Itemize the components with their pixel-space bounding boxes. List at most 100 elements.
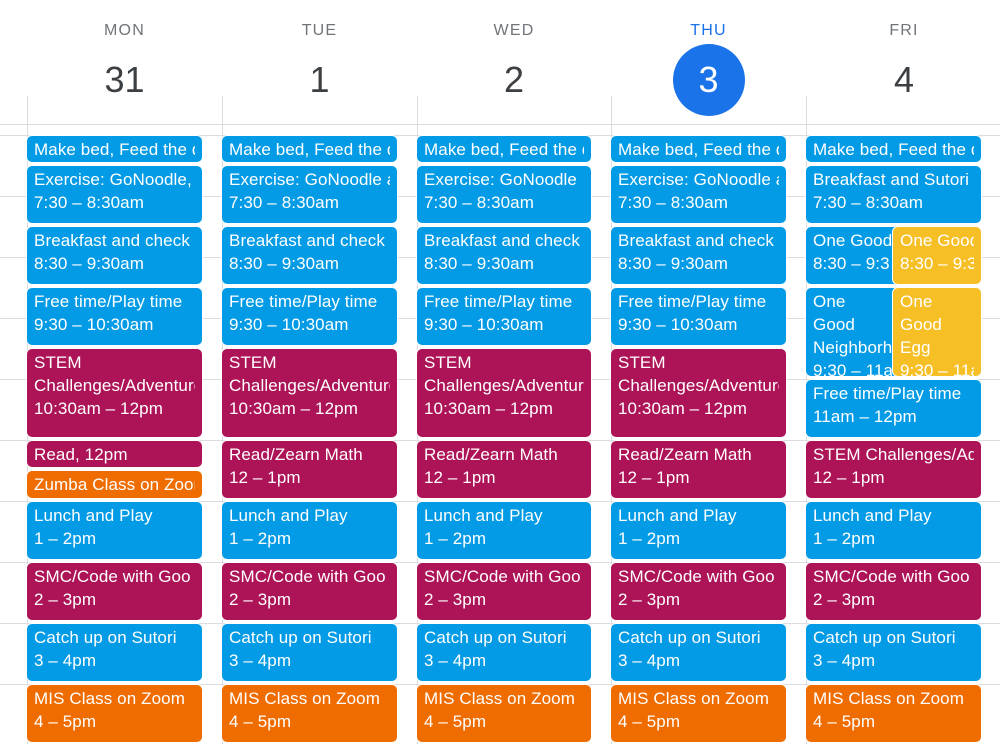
- event-smc-code[interactable]: SMC/Code with Goo 2 – 3pm: [416, 562, 592, 621]
- event-free-time[interactable]: Free time/Play time 11am – 12pm: [805, 379, 982, 438]
- event-lunch[interactable]: Lunch and Play 1 – 2pm: [221, 501, 398, 560]
- event-lunch[interactable]: Lunch and Play 1 – 2pm: [26, 501, 203, 560]
- event-time: 7:30 – 8:30am: [813, 193, 923, 212]
- event-smc-code[interactable]: SMC/Code with Goo 2 – 3pm: [610, 562, 787, 621]
- event-time: 3 – 4pm: [424, 651, 487, 670]
- event-zumba[interactable]: Zumba Class on Zoom: [26, 470, 203, 499]
- event-time: 9:30 – 10:30am: [424, 315, 544, 334]
- event-title: Free time/Play time: [618, 292, 767, 311]
- event-exercise[interactable]: Exercise: GoNoodle and 7:30 – 8:30am: [221, 165, 398, 224]
- event-catch-up[interactable]: Catch up on Sutori 3 – 4pm: [416, 623, 592, 682]
- day-header-thu[interactable]: THU 3: [611, 0, 806, 124]
- event-chores[interactable]: Make bed, Feed the dog: [221, 135, 398, 163]
- event-title: Lunch and Play: [618, 506, 737, 525]
- event-time: 3 – 4pm: [34, 651, 97, 670]
- day-header-fri[interactable]: FRI 4: [806, 0, 1000, 124]
- event-title: One Good: [813, 231, 892, 250]
- event-smc-code[interactable]: SMC/Code with Goo 2 – 3pm: [26, 562, 203, 621]
- event-chores[interactable]: Make bed, Feed the dog: [26, 135, 203, 163]
- event-read-zearn[interactable]: Read/Zearn Math 12 – 1pm: [610, 440, 787, 499]
- event-title: SMC/Code with Goo: [813, 567, 970, 586]
- event-time: 7:30 – 8:30am: [34, 193, 144, 212]
- event-stem[interactable]: STEM Challenges/Adventures 10:30am – 12p…: [221, 348, 398, 438]
- event-one-good-egg[interactable]: One Good Egg 9:30 – 11a: [892, 287, 982, 377]
- event-title: Lunch and Play: [813, 506, 932, 525]
- event-time: 2 – 3pm: [813, 590, 876, 609]
- event-free-time[interactable]: Free time/Play time 9:30 – 10:30am: [26, 287, 203, 346]
- event-free-time[interactable]: Free time/Play time 9:30 – 10:30am: [221, 287, 398, 346]
- event-read-zearn[interactable]: Read/Zearn Math 12 – 1pm: [221, 440, 398, 499]
- event-read[interactable]: Read, 12pm: [26, 440, 203, 468]
- event-time: 4 – 5pm: [618, 712, 681, 731]
- event-title: Free time/Play time: [229, 292, 378, 311]
- event-mis-class[interactable]: MIS Class on Zoom 4 – 5pm: [416, 684, 592, 743]
- event-exercise[interactable]: Exercise: GoNoodle, 7:30 – 8:30am: [26, 165, 203, 224]
- event-chores[interactable]: Make bed, Feed the dog: [805, 135, 982, 163]
- event-time: 1 – 2pm: [618, 529, 681, 548]
- today-day-number[interactable]: 3: [672, 44, 745, 116]
- event-breakfast[interactable]: Breakfast and check 8:30 – 9:30am: [26, 226, 203, 285]
- event-time: 9:30 – 10:30am: [229, 315, 349, 334]
- event-time: 10:30am – 12pm: [34, 399, 163, 418]
- event-time: 12 – 1pm: [229, 468, 301, 487]
- event-free-time[interactable]: Free time/Play time 9:30 – 10:30am: [610, 287, 787, 346]
- event-mis-class[interactable]: MIS Class on Zoom 4 – 5pm: [221, 684, 398, 743]
- event-breakfast[interactable]: Breakfast and check 8:30 – 9:30am: [610, 226, 787, 285]
- event-title: One Good: [900, 231, 974, 250]
- day-header-mon[interactable]: MON 31: [27, 0, 222, 124]
- day-header-wed[interactable]: WED 2: [417, 0, 611, 124]
- event-time: 9:30 – 11a: [900, 361, 974, 377]
- event-mis-class[interactable]: MIS Class on Zoom 4 – 5pm: [805, 684, 982, 743]
- event-time: 4 – 5pm: [34, 712, 97, 731]
- event-title: Free time/Play time: [424, 292, 573, 311]
- event-time: 4 – 5pm: [229, 712, 292, 731]
- event-title: Lunch and Play: [34, 506, 153, 525]
- event-lunch[interactable]: Lunch and Play 1 – 2pm: [416, 501, 592, 560]
- event-smc-code[interactable]: SMC/Code with Goo 2 – 3pm: [221, 562, 398, 621]
- event-stem[interactable]: STEM Challenges/Adventures 10:30am – 12p…: [26, 348, 203, 438]
- event-time: 10:30am – 12pm: [229, 399, 358, 418]
- event-lunch[interactable]: Lunch and Play 1 – 2pm: [805, 501, 982, 560]
- event-catch-up[interactable]: Catch up on Sutori 3 – 4pm: [610, 623, 787, 682]
- event-title: Lunch and Play: [424, 506, 543, 525]
- event-one-good-b[interactable]: One Good 8:30 – 9:3: [892, 226, 982, 285]
- event-time: 3 – 4pm: [813, 651, 876, 670]
- event-catch-up[interactable]: Catch up on Sutori 3 – 4pm: [26, 623, 203, 682]
- event-title: MIS Class on Zoom: [424, 689, 575, 708]
- event-breakfast-sutori[interactable]: Breakfast and Sutori 7:30 – 8:30am: [805, 165, 982, 224]
- event-chores[interactable]: Make bed, Feed the dog: [416, 135, 592, 163]
- day-number[interactable]: 4: [893, 59, 915, 100]
- day-number[interactable]: 2: [503, 59, 525, 100]
- event-breakfast[interactable]: Breakfast and check 8:30 – 9:30am: [221, 226, 398, 285]
- event-mis-class[interactable]: MIS Class on Zoom 4 – 5pm: [610, 684, 787, 743]
- event-title: Breakfast and Sutori: [813, 170, 970, 189]
- event-title: MIS Class on Zoom: [813, 689, 964, 708]
- day-number[interactable]: 31: [104, 59, 145, 100]
- event-stem[interactable]: STEM Challenges/Adventures 10:30am – 12p…: [416, 348, 592, 438]
- event-free-time[interactable]: Free time/Play time 9:30 – 10:30am: [416, 287, 592, 346]
- event-exercise[interactable]: Exercise: GoNoodle 7:30 – 8:30am: [416, 165, 592, 224]
- event-time: 2 – 3pm: [618, 590, 681, 609]
- event-stem[interactable]: STEM Challenges/Adventures 10:30am – 12p…: [610, 348, 787, 438]
- event-one-good-neighborhood[interactable]: One Good Neighborhood 9:30 – 11a: [805, 287, 900, 377]
- event-title: Make bed, Feed the dog: [618, 140, 779, 159]
- event-title: Breakfast and check: [34, 231, 190, 250]
- event-one-good-a[interactable]: One Good 8:30 – 9:3: [805, 226, 900, 285]
- event-exercise[interactable]: Exercise: GoNoodle and 7:30 – 8:30am: [610, 165, 787, 224]
- day-header-tue[interactable]: TUE 1: [222, 0, 417, 124]
- event-breakfast[interactable]: Breakfast and check 8:30 – 9:30am: [416, 226, 592, 285]
- event-mis-class[interactable]: MIS Class on Zoom 4 – 5pm: [26, 684, 203, 743]
- day-number[interactable]: 1: [309, 59, 330, 100]
- event-time: 1 – 2pm: [34, 529, 97, 548]
- event-lunch[interactable]: Lunch and Play 1 – 2pm: [610, 501, 787, 560]
- event-catch-up[interactable]: Catch up on Sutori 3 – 4pm: [221, 623, 398, 682]
- event-time: 1 – 2pm: [229, 529, 292, 548]
- event-smc-code[interactable]: SMC/Code with Goo 2 – 3pm: [805, 562, 982, 621]
- event-title: SMC/Code with Goo: [229, 567, 386, 586]
- event-chores[interactable]: Make bed, Feed the dog: [610, 135, 787, 163]
- event-catch-up[interactable]: Catch up on Sutori 3 – 4pm: [805, 623, 982, 682]
- event-title: SMC/Code with Goo: [618, 567, 775, 586]
- event-read-zearn[interactable]: Read/Zearn Math 12 – 1pm: [416, 440, 592, 499]
- event-stem[interactable]: STEM Challenges/Ad 12 – 1pm: [805, 440, 982, 499]
- event-time: 1 – 2pm: [424, 529, 487, 548]
